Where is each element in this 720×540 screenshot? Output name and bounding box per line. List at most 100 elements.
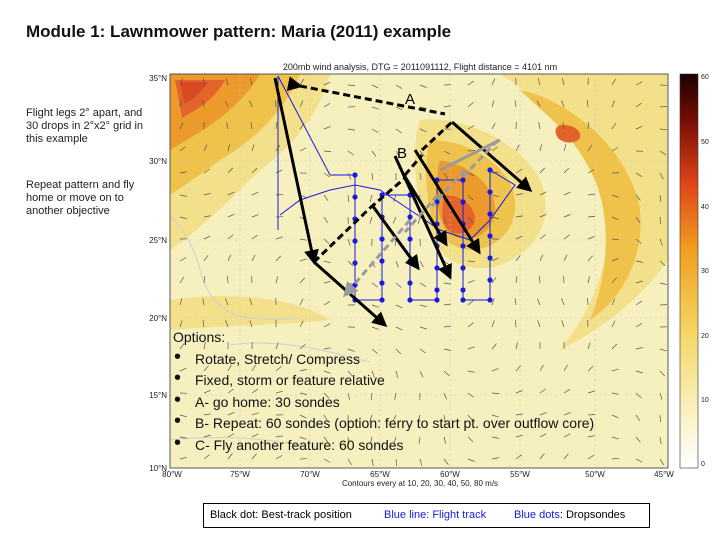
flight-legs-note: Flight legs 2° apart, and 30 drops in 2°…	[26, 107, 144, 145]
wind-arrow	[659, 150, 667, 156]
legend-blue-dots-value: : Dropsondes	[559, 509, 626, 521]
legend-blue-dots: Blue dots: Dropsondes	[514, 509, 625, 521]
wind-arrow	[251, 191, 259, 196]
dropsonde-dot	[487, 277, 493, 283]
pattern-a-transit	[403, 154, 424, 176]
wind-arrow	[419, 282, 427, 287]
wind-arrow	[250, 78, 253, 86]
wind-arrow	[371, 458, 374, 466]
wind-arrow	[611, 147, 619, 152]
wind-arrow	[491, 78, 496, 86]
wind-arrow	[249, 100, 253, 108]
wind-arrow	[659, 238, 663, 246]
lon-label: 75°W	[230, 470, 250, 479]
wind-arrow	[587, 255, 593, 262]
wind-arrow	[539, 167, 546, 174]
wind-arrow	[635, 216, 641, 223]
wind-arrow	[562, 122, 565, 130]
wind-arrow	[371, 326, 379, 330]
wind-arrow	[611, 238, 619, 241]
wind-arrow	[395, 326, 403, 331]
wind-arrow	[179, 257, 187, 262]
wind-arrow	[251, 144, 255, 152]
wind-arrow	[227, 275, 229, 284]
wind-arrow	[515, 144, 520, 152]
wind-arrow	[179, 100, 183, 108]
wind-arrow	[369, 216, 373, 224]
wind-arrow	[514, 298, 517, 306]
wind-arrow	[203, 235, 211, 240]
legend-black-dot: Black dot: Best-track position	[210, 509, 352, 521]
option-item: C- Fly another feature: 60 sondes	[173, 433, 594, 457]
wind-arrow	[563, 167, 570, 174]
wind-arrow	[275, 255, 282, 262]
wind-arrow	[395, 84, 403, 89]
wind-arrow	[227, 167, 234, 174]
wind-arrow	[419, 458, 423, 466]
wind-arrow	[371, 128, 379, 133]
wind-arrow	[587, 144, 592, 152]
wind-arrow	[491, 298, 495, 306]
wind-arrow	[587, 216, 596, 218]
wind-arrow	[323, 172, 330, 178]
wind-arrow	[323, 194, 329, 201]
wind-arrow	[635, 392, 642, 399]
wind-arrow	[467, 194, 474, 201]
wind-arrow	[491, 257, 499, 262]
dropsonde-dot	[460, 297, 466, 303]
wind-arrow	[251, 167, 258, 174]
wind-arrow	[203, 215, 211, 218]
pattern-b-leg	[439, 138, 501, 172]
option-item: Fixed, storm or feature relative	[173, 368, 594, 392]
lat-label: 35°N	[149, 74, 167, 83]
wind-arrow	[587, 236, 595, 240]
wind-arrow	[659, 458, 665, 466]
wind-arrow	[514, 100, 517, 108]
wind-arrow	[561, 298, 565, 306]
wind-arrow	[537, 320, 541, 328]
wind-arrow	[563, 214, 571, 218]
wind-arrow	[179, 298, 183, 306]
pattern-a-label: A	[405, 91, 415, 108]
wind-arrow	[561, 100, 565, 108]
wind-arrow	[561, 78, 565, 86]
wind-arrow	[467, 125, 475, 130]
wind-arrow	[587, 276, 590, 284]
lon-label: 55°W	[510, 470, 530, 479]
wind-arrow	[395, 282, 402, 288]
wind-arrow	[635, 125, 643, 130]
wind-arrow	[611, 414, 619, 419]
wind-arrow	[179, 320, 183, 328]
wind-arrow	[514, 319, 517, 328]
wind-arrow	[299, 298, 304, 306]
wind-arrow	[393, 194, 397, 202]
dropsonde-dot	[407, 214, 413, 220]
dropsonde-dot	[407, 236, 413, 242]
wind-arrow	[419, 260, 424, 268]
wind-arrow	[179, 146, 186, 152]
pattern-b-arrows	[343, 138, 501, 298]
wind-arrow	[659, 216, 661, 225]
dropsonde-dot	[407, 297, 413, 303]
wind-arrow	[226, 122, 229, 130]
wind-arrow	[561, 320, 565, 328]
wind-arrow	[563, 254, 568, 262]
wind-arrow	[323, 458, 331, 463]
wind-arrow	[635, 280, 643, 284]
wind-arrow	[611, 123, 617, 130]
pattern-b-leg	[430, 168, 467, 208]
wind-arrow	[347, 260, 354, 267]
wind-arrow	[539, 234, 546, 240]
dropsonde-dot	[407, 280, 413, 286]
wind-arrow	[659, 172, 664, 180]
wind-arrow	[491, 216, 499, 220]
wind-arrow	[443, 150, 451, 155]
pattern-b-leg	[403, 194, 440, 233]
wind-arrow	[419, 326, 427, 330]
wind-arrow	[563, 144, 567, 152]
dropsonde-dot	[352, 194, 358, 200]
wind-arrow	[227, 213, 235, 218]
wind-arrow	[323, 126, 331, 130]
wind-arrow	[299, 320, 304, 328]
